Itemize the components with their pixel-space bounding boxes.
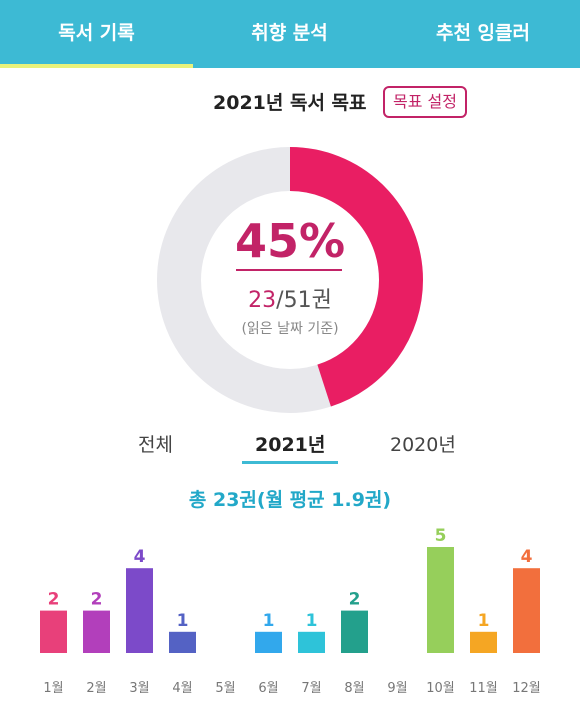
yearly-summary: 총 23권(월 평균 1.9권) [188, 489, 392, 511]
tab-taste-analysis[interactable]: 취향 분석 [251, 22, 328, 44]
bar-value-10: 5 [435, 526, 447, 546]
year-tab-all[interactable]: 전체 [138, 434, 173, 456]
month-label-9: 9월 [387, 681, 407, 696]
percent-underline [236, 269, 342, 271]
set-goal-button[interactable]: 목표 설정 [383, 86, 467, 118]
month-label-2: 2월 [86, 681, 106, 696]
year-tab-indicator [242, 461, 338, 464]
bar-value-4: 1 [177, 611, 189, 631]
year-tab-2020[interactable]: 2020년 [390, 434, 456, 456]
bar-2 [83, 610, 110, 653]
month-label-4: 4월 [172, 681, 192, 696]
tab-recommendations[interactable]: 추천 잉클러 [435, 22, 530, 44]
monthly-books-chart: 2 1월 2 2월 4 3월 1 4월 5월 1 6월 1 7월 2 8월 9월 5 10월 1 11월 4 12월 [40, 526, 541, 696]
bar-value-12: 4 [521, 547, 533, 567]
month-label-6: 6월 [258, 681, 278, 696]
month-label-3: 3월 [129, 681, 149, 696]
bar-value-8: 2 [349, 590, 361, 610]
month-label-11: 11월 [469, 681, 498, 696]
active-tab-indicator [0, 64, 193, 68]
books-read: 23 [248, 288, 277, 313]
books-total: /51권 [276, 288, 332, 313]
year-tab-2021[interactable]: 2021년 [255, 434, 326, 456]
goal-progress-donut [157, 147, 423, 413]
bar-value-6: 1 [263, 611, 275, 631]
top-tab-bar: 독서 기록 취향 분석 추천 잉클러 [0, 0, 580, 68]
month-label-12: 12월 [512, 681, 541, 696]
month-label-5: 5월 [215, 681, 235, 696]
bar-value-7: 1 [306, 611, 318, 631]
bar-6 [255, 631, 282, 653]
bar-value-2: 2 [91, 590, 103, 610]
bar-10 [427, 547, 454, 653]
books-count: 23/51권 [200, 282, 380, 314]
goal-percent: 45% [234, 214, 346, 268]
tab-reading-records[interactable]: 독서 기록 [58, 22, 135, 44]
month-label-8: 8월 [344, 681, 364, 696]
bar-3 [126, 568, 153, 653]
bar-4 [169, 631, 196, 653]
bar-12 [513, 568, 540, 653]
bar-7 [298, 631, 325, 653]
bar-1 [40, 610, 67, 653]
bar-value-3: 4 [134, 547, 146, 567]
bar-value-1: 2 [48, 590, 60, 610]
bar-8 [341, 610, 368, 653]
donut-progress-arc [157, 147, 423, 413]
goal-basis-note: (읽은 날짜 기준) [241, 321, 339, 337]
bar-11 [470, 631, 497, 653]
month-label-10: 10월 [426, 681, 455, 696]
month-label-7: 7월 [301, 681, 321, 696]
goal-title: 2021년 독서 목표 [213, 92, 367, 114]
bar-value-11: 1 [478, 611, 490, 631]
month-label-1: 1월 [43, 681, 63, 696]
